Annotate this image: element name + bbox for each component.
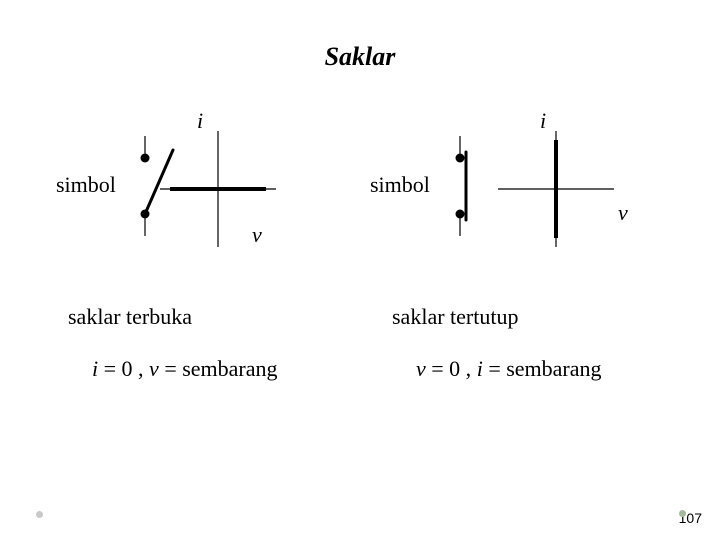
page-number: 107 <box>679 510 702 526</box>
corner-bullet <box>36 511 43 518</box>
page-number-bullet <box>679 510 686 517</box>
diagram-svg <box>0 0 720 540</box>
